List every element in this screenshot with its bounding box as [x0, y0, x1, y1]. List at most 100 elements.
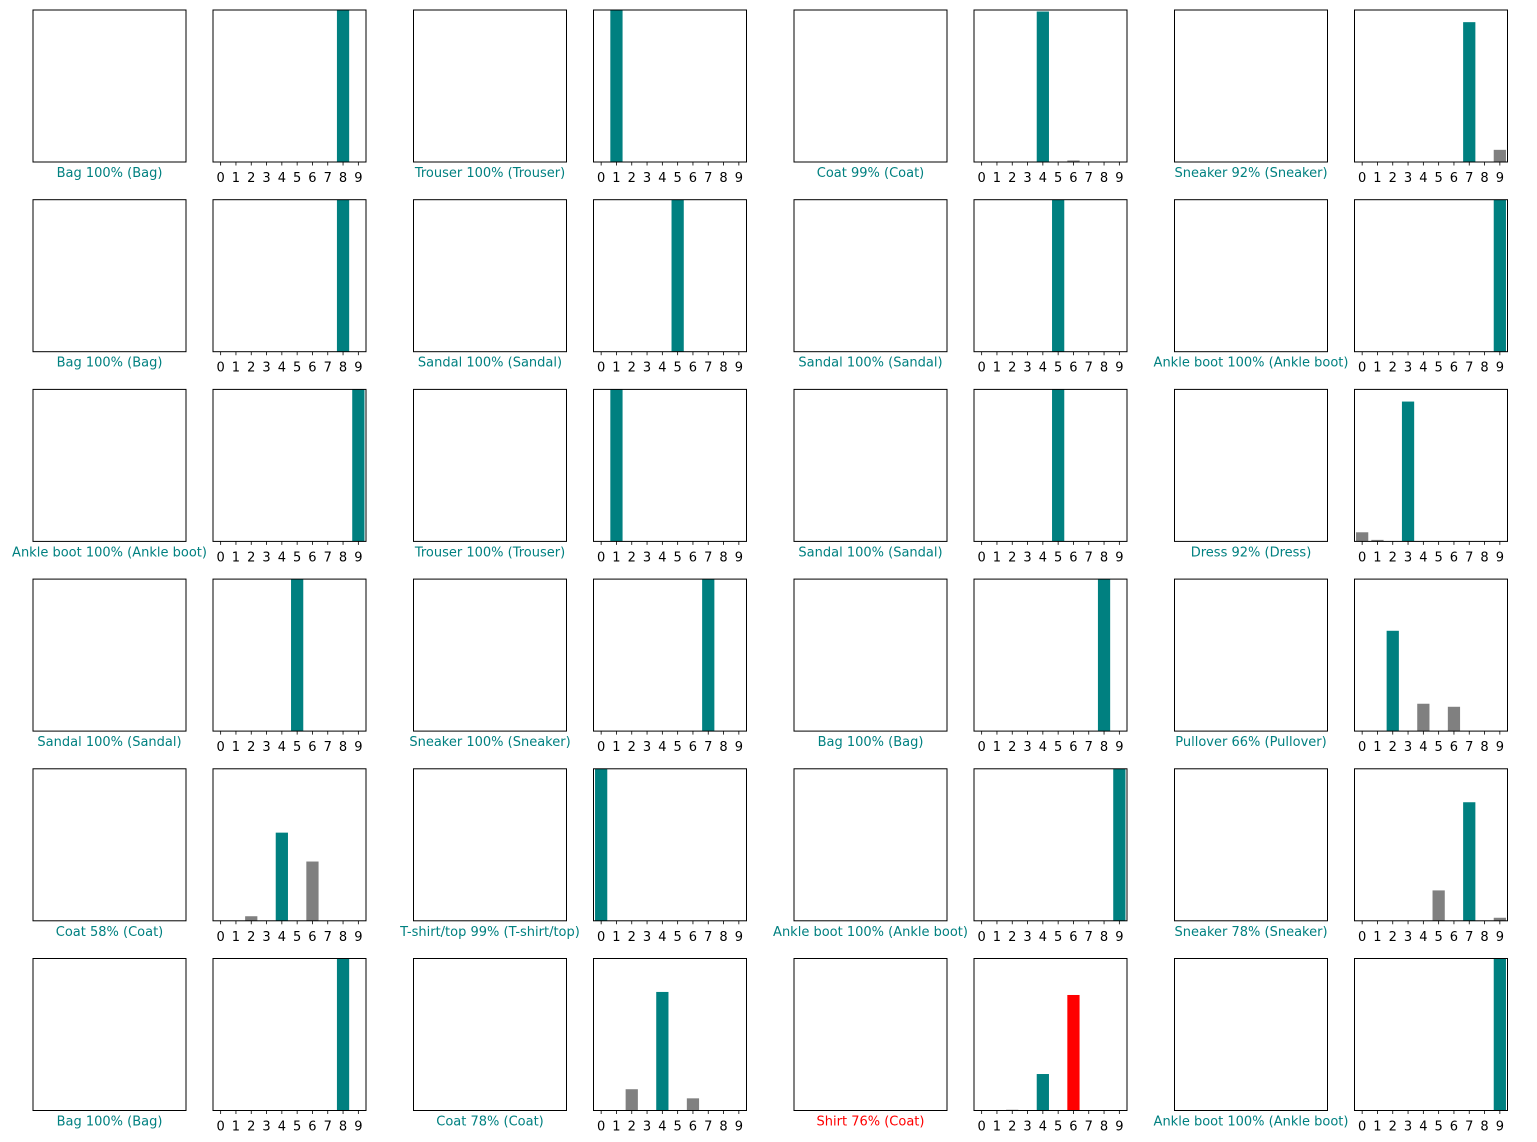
- x-tick-label: 8: [339, 550, 347, 565]
- probability-bar: [1432, 890, 1445, 921]
- x-tick-label: 1: [612, 1120, 620, 1135]
- x-tick-label: 5: [1054, 740, 1062, 755]
- x-tick-label: 0: [978, 171, 986, 186]
- x-tick-label: 8: [719, 361, 727, 376]
- x-tick-label: 3: [262, 550, 270, 565]
- x-tick-label: 6: [1069, 171, 1077, 186]
- image-panel: Trouser 100% (Trouser): [413, 388, 567, 560]
- x-tick-label: 8: [719, 740, 727, 755]
- probability-bar: [1447, 706, 1461, 732]
- x-tick-label: 3: [643, 550, 651, 565]
- x-tick-label: 9: [1496, 1120, 1504, 1135]
- x-tick-label: 8: [1100, 361, 1108, 376]
- probability-bar: [1052, 389, 1065, 542]
- x-tick-label: 7: [1085, 1120, 1093, 1135]
- x-tick-label: 6: [1450, 930, 1458, 945]
- x-tick-label: 2: [628, 740, 636, 755]
- x-tick-label: 8: [1100, 171, 1108, 186]
- x-tick-label: 8: [1100, 740, 1108, 755]
- x-tick-label: 8: [339, 930, 347, 945]
- probability-bar: [1401, 401, 1415, 542]
- x-tick-label: 7: [704, 930, 712, 945]
- x-tick-label: 6: [1450, 361, 1458, 376]
- x-tick-label: 9: [735, 171, 743, 186]
- probability-bar: [336, 958, 350, 1111]
- x-tick-label: 9: [1496, 930, 1504, 945]
- x-tick-label: 7: [1085, 740, 1093, 755]
- image-panel: Sandal 100% (Sandal): [793, 199, 948, 371]
- x-tick-label: 6: [308, 740, 316, 755]
- x-tick-label: 9: [735, 550, 743, 565]
- prediction-caption: Dress 92% (Dress): [1191, 545, 1312, 560]
- probability-bar: [610, 10, 623, 162]
- x-tick-label: 7: [1465, 361, 1473, 376]
- probability-bar: [336, 10, 350, 162]
- x-tick-label: 5: [293, 740, 301, 755]
- x-tick-label: 6: [689, 361, 697, 376]
- x-tick-label: 7: [704, 171, 712, 186]
- x-tick-label: 4: [658, 740, 666, 755]
- x-tick-label: 9: [735, 361, 743, 376]
- x-tick-label: 0: [1358, 740, 1366, 755]
- x-tick-label: 7: [704, 740, 712, 755]
- probability-bar: [1052, 199, 1065, 352]
- x-tick-label: 2: [1008, 361, 1016, 376]
- prediction-caption: Sandal 100% (Sandal): [798, 356, 942, 371]
- x-tick-label: 8: [719, 171, 727, 186]
- x-tick-label: 0: [597, 930, 605, 945]
- x-tick-label: 1: [612, 361, 620, 376]
- x-tick-label: 8: [719, 930, 727, 945]
- x-tick-label: 7: [1465, 740, 1473, 755]
- x-tick-label: 5: [674, 361, 682, 376]
- x-tick-label: 9: [354, 361, 362, 376]
- x-tick-label: 9: [1496, 171, 1504, 186]
- probability-bar: [686, 1098, 700, 1111]
- image-panel: Sandal 100% (Sandal): [413, 199, 567, 371]
- x-tick-label: 0: [1358, 1120, 1366, 1135]
- x-tick-label: 5: [1054, 930, 1062, 945]
- x-tick-label: 3: [262, 930, 270, 945]
- image-panel: Dress 92% (Dress): [1174, 388, 1328, 560]
- image-panel: Bag 100% (Bag): [32, 958, 187, 1130]
- image-panel: Bag 100% (Bag): [32, 9, 187, 181]
- x-tick-label: 3: [262, 1120, 270, 1135]
- image-panel: Ankle boot 100% (Ankle boot): [773, 768, 968, 940]
- x-tick-label: 4: [1039, 930, 1047, 945]
- x-tick-label: 0: [1358, 171, 1366, 186]
- x-tick-label: 9: [1115, 1120, 1123, 1135]
- x-tick-label: 4: [658, 930, 666, 945]
- x-tick-label: 6: [308, 1120, 316, 1135]
- image-panel: Trouser 100% (Trouser): [413, 9, 567, 181]
- prediction-caption: Shirt 76% (Coat): [817, 1115, 925, 1130]
- x-tick-label: 4: [1039, 171, 1047, 186]
- x-tick-label: 0: [597, 1120, 605, 1135]
- x-tick-label: 4: [278, 740, 286, 755]
- x-tick-label: 7: [324, 1120, 332, 1135]
- x-tick-label: 1: [232, 740, 240, 755]
- x-tick-label: 0: [597, 171, 605, 186]
- probability-bar: [275, 832, 288, 921]
- x-tick-label: 0: [597, 361, 605, 376]
- x-tick-label: 3: [1023, 740, 1031, 755]
- x-tick-label: 6: [308, 550, 316, 565]
- x-tick-label: 4: [1419, 1120, 1427, 1135]
- x-tick-label: 3: [1404, 1120, 1412, 1135]
- x-tick-label: 5: [1435, 740, 1443, 755]
- x-tick-label: 2: [1389, 930, 1397, 945]
- x-tick-label: 6: [308, 171, 316, 186]
- x-tick-label: 3: [643, 1120, 651, 1135]
- x-tick-label: 8: [1480, 171, 1488, 186]
- x-tick-label: 0: [217, 930, 225, 945]
- image-panel: Shirt 76% (Coat): [793, 958, 948, 1130]
- x-tick-label: 2: [1008, 740, 1016, 755]
- x-tick-label: 4: [278, 550, 286, 565]
- prediction-caption: Trouser 100% (Trouser): [414, 166, 565, 181]
- x-tick-label: 5: [1435, 550, 1443, 565]
